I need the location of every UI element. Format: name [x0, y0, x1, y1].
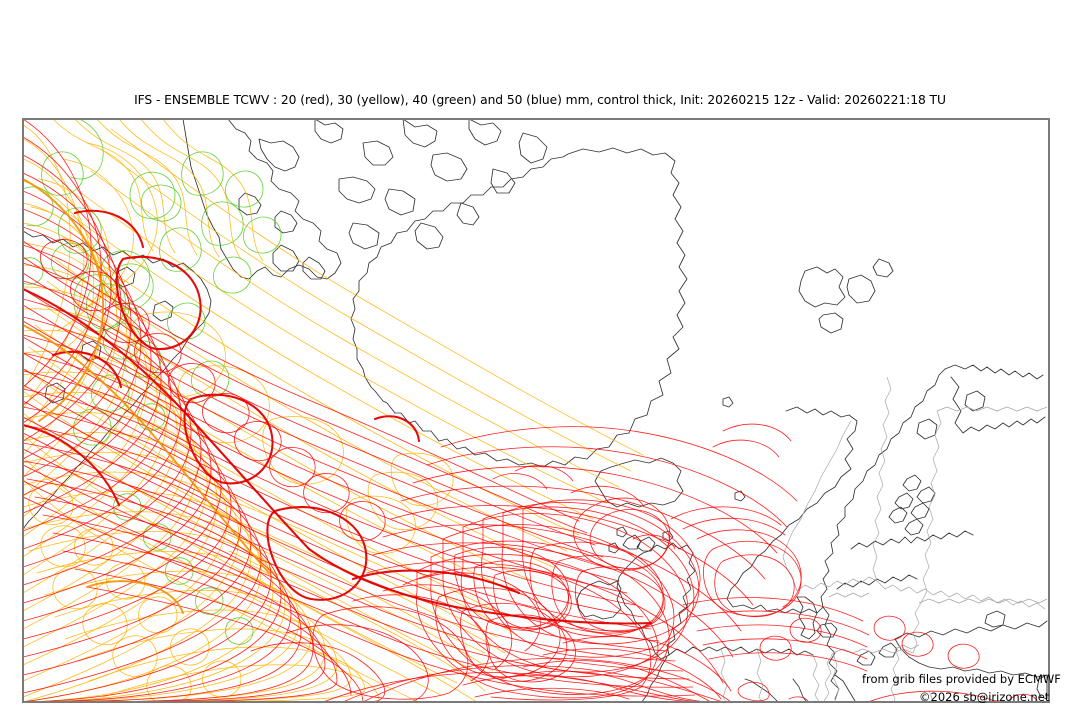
map-frame [22, 118, 1050, 703]
source-credit: from grib files provided by ECMWF [862, 672, 1061, 686]
copyright-credit: ©2026 sb@irizone.net [919, 690, 1050, 704]
control-run-contours-yellow [23, 178, 270, 614]
map-canvas [23, 119, 1049, 702]
map-border [23, 119, 1049, 702]
page-title: IFS - ENSEMBLE TCWV : 20 (red), 30 (yell… [134, 93, 946, 107]
contour-20mm-red [23, 119, 1039, 702]
coastlines-layer [23, 119, 1048, 702]
country-borders-layer [720, 376, 1048, 702]
control-run-contours [23, 209, 653, 625]
